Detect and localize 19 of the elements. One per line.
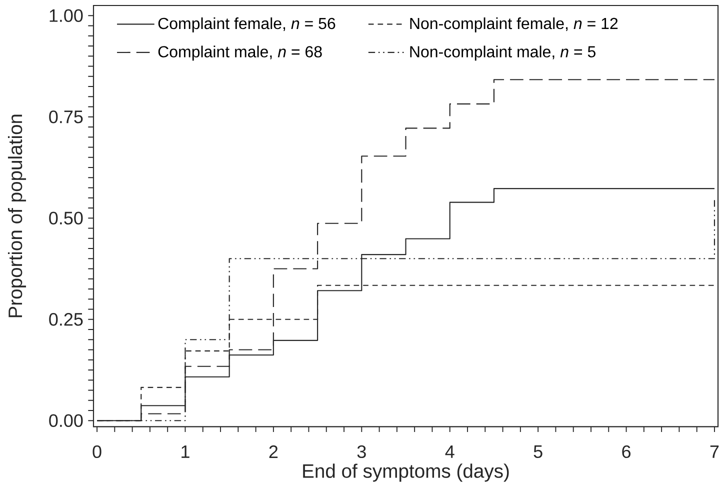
x-tick-label: 1 — [182, 446, 190, 458]
x-axis-title: End of symptoms (days) — [303, 464, 509, 482]
x-tick-label: 0 — [92, 445, 102, 458]
y-axis-title: Proportion of population — [8, 114, 26, 318]
x-tick-label: 7 — [710, 446, 719, 458]
y-tick-label: 0.75 — [49, 110, 83, 124]
y-tick-label: 0.00 — [49, 414, 83, 427]
legend-label: Complaint female, n = 56 — [158, 17, 336, 32]
y-tick-label: 0.25 — [49, 312, 83, 326]
x-tick-label: 4 — [445, 446, 454, 458]
y-tick-label: 1.00 — [50, 9, 83, 22]
x-tick-label: 2 — [269, 445, 278, 458]
legend-label: Non-complaint male, n = 5 — [410, 46, 596, 61]
x-tick-label: 6 — [622, 445, 630, 458]
y-tick-label: 0.50 — [49, 212, 83, 224]
legend-label: Non-complaint female, n = 12 — [410, 17, 618, 32]
x-tick-label: 5 — [534, 445, 542, 458]
legend-label: Complaint male, n = 68 — [158, 46, 322, 61]
x-tick-label: 3 — [357, 445, 366, 458]
